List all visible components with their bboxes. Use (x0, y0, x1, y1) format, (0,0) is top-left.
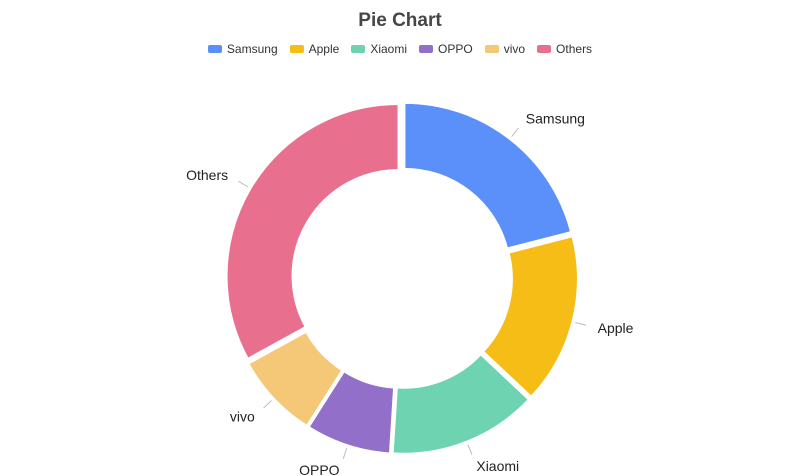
slice-vivo[interactable] (247, 330, 344, 427)
leader-line-oppo (342, 448, 348, 459)
slice-oppo[interactable] (307, 370, 396, 455)
slice-label-others: Others (186, 167, 228, 183)
slice-others[interactable] (225, 102, 400, 360)
slice-apple[interactable] (482, 235, 579, 398)
legend-label-apple: Apple (308, 42, 340, 56)
legend-item-vivo[interactable]: vivo (484, 42, 526, 56)
leader-line-others (238, 180, 249, 188)
leader-line-apple (575, 322, 587, 326)
legend-label-vivo: vivo (503, 42, 526, 56)
leader-line-samsung (511, 127, 519, 137)
legend-item-xiaomi[interactable]: Xiaomi (351, 42, 407, 56)
leader-line-vivo (263, 400, 272, 409)
slice-label-apple: Apple (598, 320, 634, 336)
legend-item-oppo[interactable]: OPPO (419, 42, 473, 56)
legend-label-others: Others (556, 42, 593, 56)
slice-xiaomi[interactable] (391, 353, 530, 455)
legend-swatch-vivo (484, 45, 499, 53)
leader-line-xiaomi (467, 444, 473, 455)
legend-label-oppo: OPPO (438, 42, 473, 56)
legend: Samsung Apple Xiaomi OPPO vivo Others (0, 42, 800, 56)
legend-swatch-samsung (207, 45, 222, 53)
legend-label-samsung: Samsung (226, 42, 278, 56)
legend-swatch-apple (289, 45, 304, 53)
legend-item-apple[interactable]: Apple (289, 42, 340, 56)
legend-swatch-others (537, 45, 552, 53)
slice-label-xiaomi: Xiaomi (476, 458, 519, 474)
legend-item-others[interactable]: Others (537, 42, 592, 56)
legend-swatch-xiaomi (351, 45, 366, 53)
legend-label-xiaomi: Xiaomi (370, 42, 408, 56)
slice-label-samsung: Samsung (526, 110, 585, 126)
chart-title: Pie Chart (358, 10, 442, 31)
slice-samsung[interactable] (403, 101, 573, 250)
slice-label-oppo: OPPO (299, 462, 340, 476)
legend-swatch-oppo (419, 45, 434, 53)
slice-label-vivo: vivo (230, 408, 255, 424)
legend-item-samsung[interactable]: Samsung (207, 42, 278, 56)
